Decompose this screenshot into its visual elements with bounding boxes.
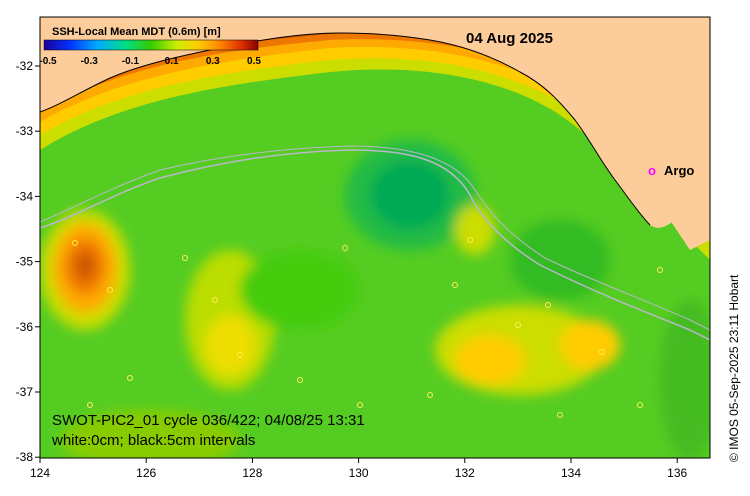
cycle-info: SWOT-PIC2_01 cycle 036/422; 04/08/25 13:… [52, 412, 365, 429]
sample-point [72, 240, 78, 246]
sample-point [557, 412, 563, 418]
lat-tick-label: -38 [16, 450, 34, 464]
sample-point [637, 402, 643, 408]
colorbar-tick-label: 0.1 [165, 56, 179, 67]
colorbar-tick-label: -0.5 [39, 56, 57, 67]
date-label: 04 Aug 2025 [466, 30, 553, 47]
lat-tick-label: -34 [16, 189, 34, 203]
lon-tick-label: 124 [30, 466, 50, 480]
credit-label: © IMOS 05-Sep-2025 23:11 Hobart [727, 274, 741, 462]
lat-axis: -32 -33 -34 -35 -36 -37 -38 [16, 59, 40, 464]
plot-frame [39, 16, 711, 459]
argo-label: Argo [664, 163, 694, 178]
sample-point [357, 402, 363, 408]
sample-point [107, 287, 113, 293]
contour-info: white:0cm; black:5cm intervals [51, 432, 255, 449]
land-mass [40, 17, 710, 228]
sample-point [467, 237, 473, 243]
lon-tick-label: 132 [455, 466, 475, 480]
colorbar-tick-label: -0.1 [122, 56, 140, 67]
colorbar: SSH-Local Mean MDT (0.6m) [m] -0.5 -0.3 -0… [39, 26, 261, 67]
lat-tick-label: -36 [16, 320, 34, 334]
lat-tick-label: -32 [16, 59, 34, 73]
sample-point [545, 302, 551, 308]
coastline [40, 32, 651, 226]
lon-tick-label: 130 [349, 466, 369, 480]
colorbar-tick-label: -0.3 [81, 56, 99, 67]
sample-point [427, 392, 433, 398]
track-line-1 [40, 149, 710, 341]
lon-tick-label: 134 [561, 466, 581, 480]
sample-point [237, 352, 243, 358]
plot-area [40, 17, 710, 458]
sample-point [87, 402, 93, 408]
sample-point [212, 297, 218, 303]
land-peninsula [660, 175, 710, 250]
sample-point [297, 377, 303, 383]
colorbar-title: SSH-Local Mean MDT (0.6m) [m] [52, 26, 221, 38]
lat-tick-label: -35 [16, 255, 34, 269]
sample-point [452, 282, 458, 288]
lat-tick-label: -37 [16, 385, 34, 399]
colorbar-tick-label: 0.5 [247, 56, 261, 67]
colorbar-ramp [43, 39, 259, 51]
colorbar-tick-label: 0.3 [206, 56, 220, 67]
sample-point [657, 267, 663, 273]
argo-legend: o Argo [648, 163, 694, 178]
track-line-2 [40, 145, 710, 331]
lon-tick-label: 128 [242, 466, 262, 480]
sample-point [127, 375, 133, 381]
sample-point [182, 255, 188, 261]
lon-axis: 124 126 128 130 132 134 136 [30, 458, 688, 480]
lon-tick-label: 136 [667, 466, 687, 480]
sample-point [599, 349, 605, 355]
lon-tick-label: 126 [136, 466, 156, 480]
sample-point [342, 245, 348, 251]
sample-point [515, 322, 521, 328]
lat-tick-label: -33 [16, 124, 34, 138]
argo-marker-icon: o [648, 163, 656, 178]
